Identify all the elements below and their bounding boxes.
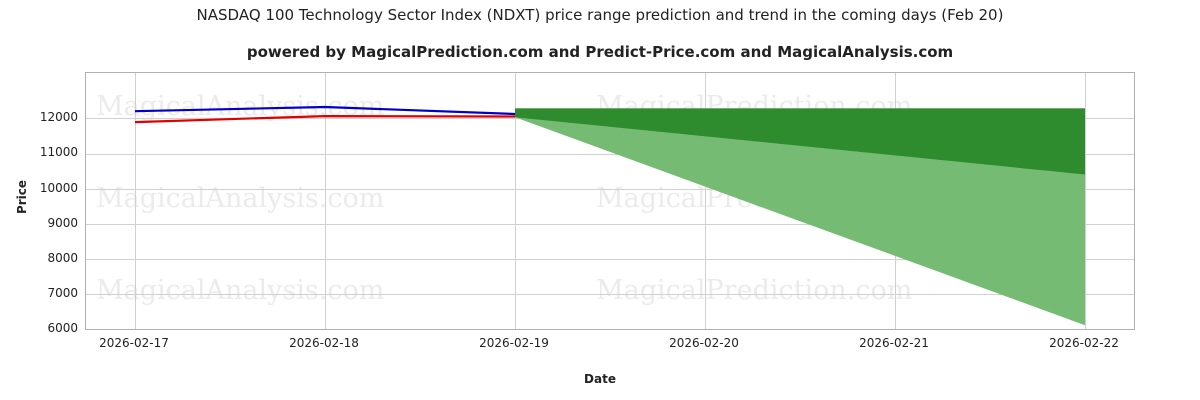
gridline-x — [325, 73, 326, 329]
plot-area: MagicalAnalysis.com MagicalPrediction.co… — [85, 72, 1135, 330]
outer-range-band — [515, 108, 1085, 326]
xtick-label: 2026-02-20 — [669, 336, 739, 350]
xtick-label: 2026-02-17 — [99, 336, 169, 350]
xtick-label: 2026-02-18 — [289, 336, 359, 350]
ytick-label: 8000 — [47, 251, 78, 265]
gridline-x — [705, 73, 706, 329]
ytick-label: 7000 — [47, 286, 78, 300]
series-high-line — [134, 105, 516, 116]
ytick-label: 9000 — [47, 216, 78, 230]
gridline-y — [86, 188, 1134, 190]
gridline-y — [86, 293, 1134, 295]
gridline-y — [86, 223, 1134, 225]
xtick-label: 2026-02-19 — [479, 336, 549, 350]
xtick-label: 2026-02-22 — [1049, 336, 1119, 350]
chart-title: NASDAQ 100 Technology Sector Index (NDXT… — [196, 6, 1004, 24]
gridline-y — [86, 329, 1134, 330]
ytick-label: 11000 — [39, 145, 78, 159]
y-axis-title: Price — [15, 179, 29, 215]
series-low-line — [134, 114, 516, 124]
x-axis-title: Date — [584, 372, 616, 386]
xtick-label: 2026-02-21 — [859, 336, 929, 350]
ytick-label: 12000 — [39, 110, 78, 124]
ytick-label: 10000 — [39, 181, 78, 195]
gridline-y — [86, 153, 1134, 155]
gridline-x — [135, 73, 136, 329]
gridline-y — [86, 258, 1134, 260]
gridline-x — [515, 73, 516, 329]
inner-range-band — [515, 108, 1085, 175]
ytick-label: 6000 — [47, 321, 78, 335]
chart-svg — [134, 105, 1085, 326]
chart-subtitle: powered by MagicalPrediction.com and Pre… — [246, 43, 954, 61]
gridline-x — [1085, 73, 1086, 329]
